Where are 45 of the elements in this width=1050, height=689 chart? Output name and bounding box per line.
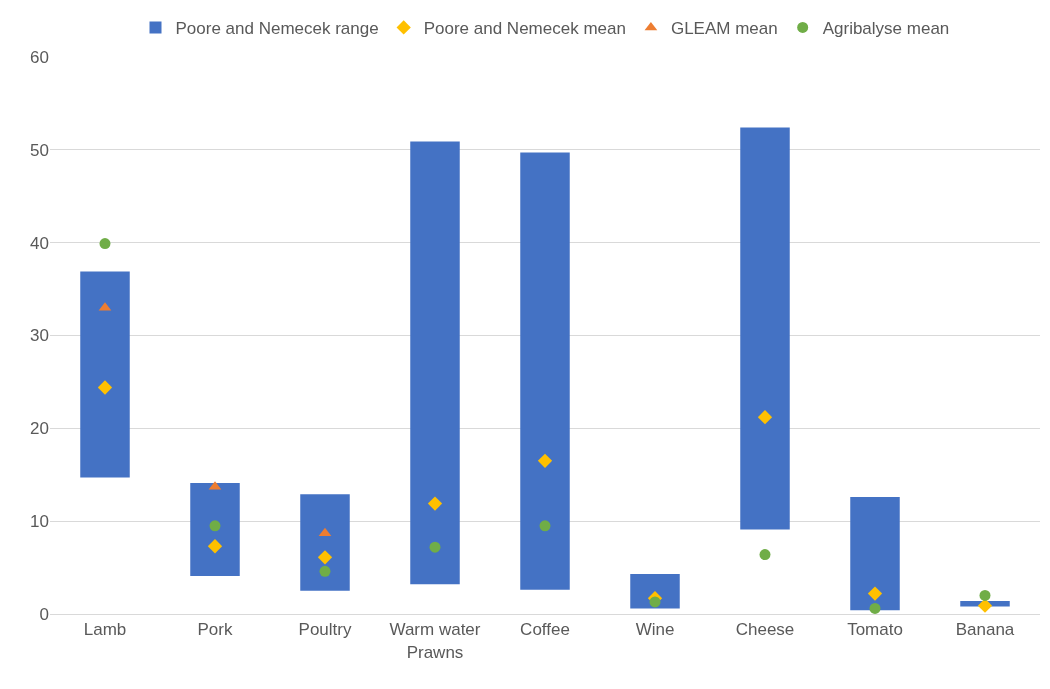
x-tick-label: Lamb xyxy=(83,620,127,640)
y-tick-label: 60 xyxy=(30,47,49,67)
bar xyxy=(410,141,460,585)
point xyxy=(979,589,991,601)
x-tick-label: Coffee xyxy=(520,620,570,640)
bar xyxy=(850,497,900,611)
legend-label: GLEAM mean xyxy=(670,19,778,39)
bar xyxy=(190,483,240,576)
point xyxy=(649,596,661,608)
bar xyxy=(520,152,570,590)
x-tick-label: Poultry xyxy=(298,620,352,640)
point xyxy=(209,520,221,532)
point xyxy=(869,602,881,614)
point xyxy=(427,496,443,511)
y-tick-label: 10 xyxy=(30,512,49,532)
bar xyxy=(80,271,130,478)
point xyxy=(977,598,993,613)
y-tick-label: 50 xyxy=(30,140,49,160)
point xyxy=(317,550,333,565)
x-tick-label: Warm water Prawns xyxy=(389,620,481,662)
point xyxy=(759,549,771,561)
x-tick-label: Banana xyxy=(955,620,1015,640)
bar xyxy=(300,494,350,591)
bar xyxy=(740,127,790,530)
point xyxy=(539,520,551,532)
y-tick-label: 30 xyxy=(30,326,49,346)
x-tick-label: Tomato xyxy=(847,620,903,640)
point xyxy=(207,539,223,554)
point xyxy=(757,410,773,425)
x-tick-label: Wine xyxy=(635,620,675,640)
point xyxy=(867,586,883,601)
point xyxy=(429,541,441,553)
point xyxy=(537,453,553,468)
y-tick-label: 40 xyxy=(30,233,49,253)
y-tick-label: 0 xyxy=(39,604,49,624)
x-tick-label: Cheese xyxy=(735,620,795,640)
legend-label: Agribalyse mean xyxy=(822,19,950,39)
point xyxy=(99,238,111,250)
point xyxy=(319,565,331,577)
x-tick-label: Pork xyxy=(197,620,233,640)
bar xyxy=(630,574,680,609)
legend-label: Poore and Nemecek mean xyxy=(423,19,626,39)
y-tick-label: 20 xyxy=(30,419,49,439)
legend-label: Poore and Nemecek range xyxy=(175,19,379,39)
point xyxy=(97,380,113,395)
